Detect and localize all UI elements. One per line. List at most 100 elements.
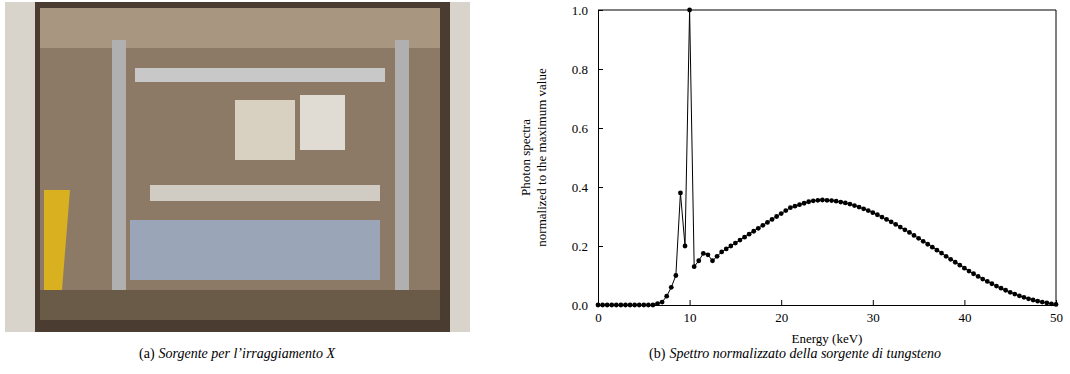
- spectrum-point: [660, 300, 665, 305]
- y-tick-mark: [598, 187, 603, 188]
- spectrum-point: [834, 199, 839, 204]
- caption: (b)Spettro normalizzato della sorgente d…: [649, 346, 941, 362]
- cabinet-interior: [40, 8, 440, 308]
- spectrum-point: [811, 198, 816, 203]
- caption-text: Sorgente per l’irraggiamento X: [159, 346, 336, 361]
- spectrum-point: [742, 235, 747, 240]
- spectrum-point: [848, 202, 853, 207]
- spectrum-point: [692, 264, 697, 269]
- x-tick-label: 40: [958, 310, 971, 325]
- caption-label: (b): [649, 346, 666, 362]
- y-tick-label: 0.4: [572, 180, 589, 195]
- y-tick: 1.0: [572, 3, 603, 18]
- door-left: [5, 2, 35, 332]
- spectrum-point: [962, 266, 967, 271]
- photo-background: [5, 2, 470, 332]
- spectrum-point: [783, 208, 788, 213]
- y-axis-line: [598, 11, 599, 306]
- spectrum-point: [673, 273, 678, 278]
- spectrum-point: [921, 239, 926, 244]
- spectrum-point: [898, 225, 903, 230]
- x-tick-mark: [964, 300, 965, 305]
- spectrum-point: [852, 203, 857, 208]
- spectrum-point: [912, 233, 917, 238]
- spectrum-point: [802, 201, 807, 206]
- spectrum-point: [728, 244, 733, 249]
- spectrum-point: [664, 294, 669, 299]
- stage: [130, 220, 380, 280]
- gantry-beam: [135, 68, 385, 82]
- floor: [40, 290, 440, 320]
- x-tick: 20: [775, 300, 788, 325]
- spectrum-point: [765, 220, 770, 225]
- door-right: [450, 2, 470, 332]
- spectrum-point: [779, 211, 784, 216]
- y-tick: 0.0: [572, 298, 603, 313]
- photo: [5, 2, 470, 332]
- spectrum-point: [1022, 295, 1027, 300]
- spectrum-point: [1012, 292, 1017, 297]
- y-tick-label: 0.2: [572, 239, 588, 254]
- spectrum-point: [770, 217, 775, 222]
- plot-frame: [598, 10, 1056, 305]
- spectrum-point: [696, 258, 701, 263]
- x-tick-label: 20: [775, 310, 788, 325]
- spectrum-point: [820, 198, 825, 203]
- spectrum-point: [747, 232, 752, 237]
- x-axis-title: Energy (keV): [792, 331, 863, 346]
- spectrum-point: [724, 247, 729, 252]
- spectrum-point: [870, 210, 875, 215]
- spectrum-point: [623, 303, 628, 308]
- spectrum-point: [815, 198, 820, 203]
- y-axis-title: normalized to the maximum value: [534, 68, 549, 247]
- x-tick: 40: [958, 300, 971, 325]
- spectrum-point: [967, 269, 972, 274]
- x-axis-line: [599, 305, 1057, 306]
- x-tick-label: 0: [595, 310, 602, 325]
- spectrum-point: [953, 260, 958, 265]
- spectrum-point: [935, 248, 940, 253]
- gantry-post-left: [112, 40, 126, 290]
- spectrum-point: [646, 303, 651, 308]
- spectrum-point: [609, 303, 614, 308]
- spectrum-point: [825, 198, 830, 203]
- spectrum-point: [843, 201, 848, 206]
- spectrum-point: [989, 281, 994, 286]
- x-tick-label: 10: [684, 310, 697, 325]
- spectrum-point: [902, 227, 907, 232]
- spectrum-point: [756, 226, 761, 231]
- spectrum-point: [884, 217, 889, 222]
- spectrum-point: [1031, 298, 1036, 303]
- spectrum-point: [733, 241, 738, 246]
- x-tick-label: 30: [867, 310, 880, 325]
- spectrum-point: [857, 205, 862, 210]
- y-tick-mark: [598, 10, 603, 11]
- spectrum-point: [706, 252, 711, 257]
- x-tick-mark: [781, 300, 782, 305]
- spectrum-point: [1035, 299, 1040, 304]
- gantry-post-right: [395, 40, 409, 290]
- spectrum-point: [793, 204, 798, 209]
- spectrum-point: [605, 303, 610, 308]
- spectrum-point: [1026, 296, 1031, 301]
- spectrum-point: [916, 236, 921, 241]
- spectrum-point: [893, 222, 898, 227]
- spectrum-point: [957, 263, 962, 268]
- x-tick: 10: [684, 300, 697, 325]
- spectrum-point: [614, 303, 619, 308]
- spectrum-point: [632, 303, 637, 308]
- caption: (a) Sorgente per l’irraggiamento X: [139, 346, 335, 362]
- spectrum-point: [861, 206, 866, 211]
- spectrum-point: [1008, 290, 1013, 295]
- spectrum-point: [1044, 301, 1049, 306]
- caption-label: (a): [139, 346, 155, 362]
- spectrum-point: [806, 199, 811, 204]
- spectrum-point: [1017, 293, 1022, 298]
- spectrum-point: [637, 303, 642, 308]
- spectrum-point: [641, 303, 646, 308]
- spectrum-point: [600, 303, 605, 308]
- spectrum-point: [669, 285, 674, 290]
- y-tick: 0.6: [572, 121, 603, 136]
- spectrum-point: [655, 301, 660, 306]
- plot-area: [596, 8, 1059, 308]
